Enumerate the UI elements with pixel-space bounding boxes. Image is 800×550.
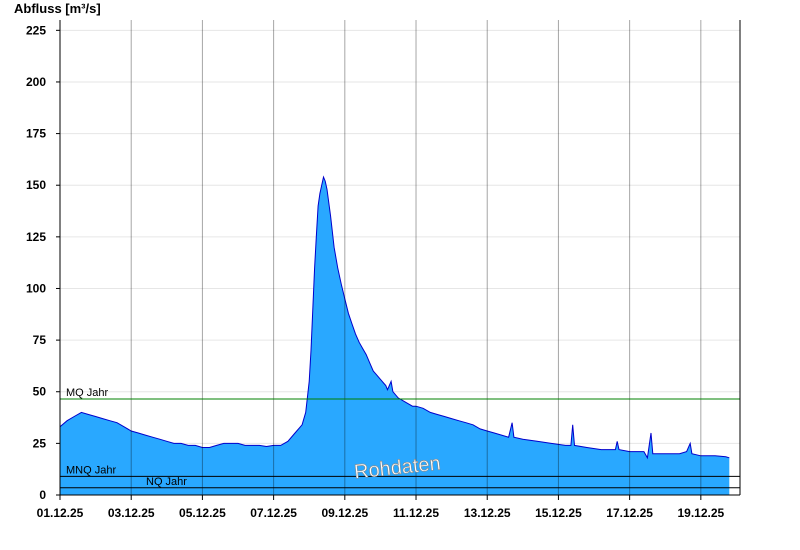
x-tick-label: 15.12.25 [535, 506, 582, 520]
series-layer [59, 175, 730, 495]
x-tick-label: 11.12.25 [393, 506, 439, 520]
x-tick-label: 17.12.25 [606, 506, 653, 520]
x-tick-label: 01.12.25 [37, 506, 84, 520]
y-tick-label: 125 [26, 230, 46, 244]
grid-layer [60, 29, 740, 444]
y-tick-label: 150 [26, 178, 46, 192]
x-tick-label: 07.12.25 [250, 506, 297, 520]
x-tick-label: 05.12.25 [179, 506, 226, 520]
reference-lines: MQ Jahr MNQ Jahr NQ Jahr [60, 387, 740, 489]
x-tick-label: 09.12.25 [321, 506, 368, 520]
x-tick-label: 13.12.25 [464, 506, 511, 520]
x-tick-label: 19.12.25 [677, 506, 724, 520]
axes: 0 25 50 75 100 125 150 175 200 225 01.12.25 03.12.2… [26, 20, 741, 520]
y-tick-label: 225 [26, 23, 46, 37]
y-tick-label: 100 [26, 281, 46, 295]
series-line [59, 175, 730, 460]
y-tick-label: 25 [33, 436, 47, 450]
reference-line-label: MNQ Jahr [66, 464, 116, 476]
series-area [60, 177, 730, 495]
y-tick-label: 75 [33, 333, 47, 347]
reference-line-label: NQ Jahr [146, 476, 187, 488]
y-tick-label: 175 [26, 127, 46, 141]
y-axis-label: Abfluss [m³/s] [14, 1, 101, 16]
y-tick-label: 200 [26, 75, 46, 89]
reference-line-label: MQ Jahr [66, 387, 109, 399]
x-tick-label: 03.12.25 [108, 506, 155, 520]
y-tick-label: 50 [33, 385, 47, 399]
y-tick-label: 0 [39, 488, 46, 502]
